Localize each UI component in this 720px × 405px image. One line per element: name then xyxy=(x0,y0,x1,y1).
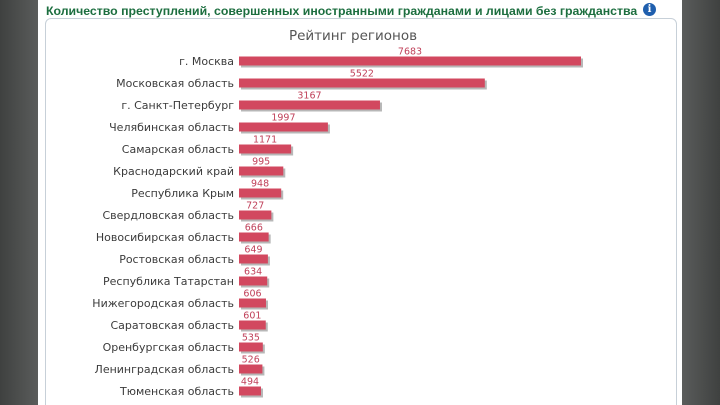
value-label: 5522 xyxy=(350,69,374,80)
panel-title: Количество преступлений, совершенных ино… xyxy=(46,4,638,18)
bar[interactable] xyxy=(239,298,266,308)
category-label: Саратовская область xyxy=(110,319,234,332)
bar[interactable] xyxy=(239,320,266,330)
category-label: г. Санкт-Петербург xyxy=(121,99,234,112)
value-label: 727 xyxy=(246,201,264,212)
bar[interactable] xyxy=(239,232,269,242)
category-label: г. Москва xyxy=(179,55,234,68)
value-label: 649 xyxy=(244,245,262,256)
bar[interactable] xyxy=(239,276,268,286)
category-label: Ленинградская область xyxy=(95,363,234,376)
value-label: 1171 xyxy=(253,135,277,146)
bar[interactable] xyxy=(239,78,485,88)
value-label: 606 xyxy=(243,289,261,300)
value-label: 3167 xyxy=(297,91,321,102)
category-label: Самарская область xyxy=(122,143,234,156)
value-label: 995 xyxy=(252,157,270,168)
category-label: Ростовская область xyxy=(119,253,234,266)
category-label: Республика Татарстан xyxy=(103,275,234,288)
value-label: 666 xyxy=(245,223,263,234)
bar-chart: Рейтинг регионов г. Москва 7683 Московская… xyxy=(92,28,583,398)
bar[interactable] xyxy=(239,122,328,132)
chart-plot: г. Москва 7683 Московская область 5522 г. Са… xyxy=(92,47,583,398)
value-label: 526 xyxy=(242,355,260,366)
value-label: 7683 xyxy=(398,47,422,58)
category-label: Краснодарский край xyxy=(113,165,234,178)
bar[interactable] xyxy=(239,56,581,66)
right-backdrop xyxy=(682,0,720,405)
bar[interactable] xyxy=(239,144,292,154)
category-label: Оренбургская область xyxy=(103,341,234,354)
value-label: 535 xyxy=(242,333,260,344)
category-label: Нижегородская область xyxy=(92,297,234,310)
bar[interactable] xyxy=(239,188,282,198)
category-label: Тюменская область xyxy=(119,385,234,398)
info-icon[interactable]: i xyxy=(643,3,656,16)
chart-container: Рейтинг регионов г. Москва 7683 Московская… xyxy=(45,18,677,405)
category-label: Московская область xyxy=(116,77,234,90)
chart-title: Рейтинг регионов xyxy=(289,28,417,44)
bar[interactable] xyxy=(239,342,263,352)
chart-panel: Количество преступлений, совершенных ино… xyxy=(38,0,682,405)
bar[interactable] xyxy=(239,100,380,110)
category-label: Челябинская область xyxy=(109,121,234,134)
category-label: Новосибирская область xyxy=(96,231,234,244)
category-label: Республика Крым xyxy=(131,187,234,200)
bar[interactable] xyxy=(239,210,272,220)
category-label: Свердловская область xyxy=(102,209,234,222)
value-label: 948 xyxy=(251,179,269,190)
left-backdrop xyxy=(0,0,38,405)
value-label: 1997 xyxy=(271,113,295,124)
bar[interactable] xyxy=(239,386,261,396)
value-label: 634 xyxy=(244,267,262,278)
value-label: 494 xyxy=(241,377,259,388)
bar[interactable] xyxy=(239,166,284,176)
bar[interactable] xyxy=(239,254,268,264)
value-label: 601 xyxy=(243,311,261,322)
bar[interactable] xyxy=(239,364,263,374)
